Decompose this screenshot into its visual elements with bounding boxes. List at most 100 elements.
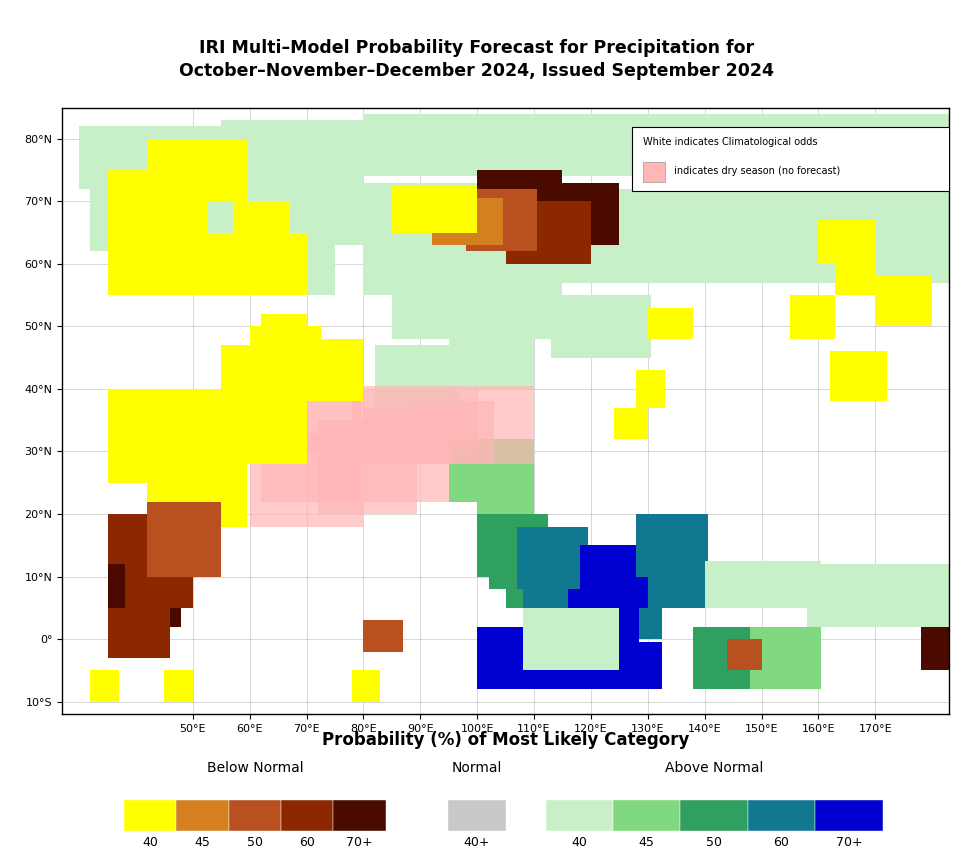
Bar [517, 558, 531, 573]
Bar [534, 251, 548, 267]
Bar [150, 201, 164, 217]
Bar [278, 433, 292, 449]
Bar [476, 514, 491, 530]
Bar [732, 236, 746, 251]
Bar [380, 449, 395, 464]
Bar [821, 173, 835, 189]
Bar [920, 220, 934, 236]
Bar [247, 236, 261, 251]
Bar [749, 173, 763, 189]
Bar [577, 589, 590, 604]
Bar [275, 424, 289, 439]
Bar [178, 232, 193, 248]
Bar [891, 205, 905, 220]
Bar [278, 480, 292, 495]
Bar [650, 545, 664, 561]
Bar [491, 357, 505, 374]
Bar [616, 654, 630, 671]
Bar [505, 514, 519, 530]
Bar [505, 514, 519, 530]
Bar [559, 654, 574, 671]
Bar [292, 232, 306, 248]
Bar [190, 236, 204, 251]
Bar [278, 183, 292, 198]
Bar [190, 205, 204, 220]
Bar [175, 205, 190, 220]
Bar [491, 292, 505, 307]
Bar [590, 251, 604, 267]
Bar [502, 542, 517, 558]
Bar [207, 389, 221, 405]
Bar [874, 236, 888, 251]
Bar [264, 167, 278, 183]
Bar [891, 173, 905, 189]
Bar [803, 146, 818, 161]
Bar [363, 408, 377, 424]
Bar [534, 232, 548, 248]
Bar [406, 161, 420, 177]
Bar [406, 292, 420, 307]
Bar [221, 433, 235, 449]
Bar [233, 480, 247, 495]
Bar [604, 146, 618, 161]
Bar [434, 217, 448, 232]
Bar [335, 230, 349, 245]
Bar [207, 127, 221, 142]
Bar [789, 161, 803, 177]
Bar [476, 292, 491, 307]
Bar [317, 468, 332, 483]
Bar [389, 392, 403, 408]
Bar [559, 573, 574, 589]
Bar [829, 351, 885, 401]
Bar [519, 530, 534, 545]
Bar [420, 201, 434, 217]
Bar [135, 436, 150, 451]
Bar [534, 604, 548, 620]
Bar [292, 495, 306, 511]
Bar [207, 280, 221, 295]
Bar [409, 401, 423, 417]
Bar [207, 158, 221, 173]
Bar [377, 248, 392, 264]
Bar [292, 511, 306, 527]
Bar [537, 608, 551, 623]
Bar [395, 417, 409, 433]
Bar [693, 530, 707, 545]
Text: Above Normal: Above Normal [664, 761, 762, 775]
Bar [250, 374, 264, 389]
Bar [235, 183, 250, 198]
Bar [190, 189, 204, 205]
Bar [604, 673, 618, 689]
Bar [233, 173, 247, 189]
Bar [508, 236, 522, 251]
Bar [621, 561, 636, 577]
Bar [233, 464, 247, 480]
Bar [164, 142, 178, 158]
Bar [636, 561, 650, 577]
Bar [517, 573, 531, 589]
Bar [264, 374, 278, 389]
Bar [204, 480, 218, 495]
Bar [377, 424, 392, 439]
Bar [474, 230, 488, 245]
Bar [636, 530, 650, 545]
Bar [275, 486, 289, 501]
Bar [122, 451, 135, 468]
Bar [534, 530, 548, 545]
Bar [874, 579, 888, 595]
Bar [122, 170, 135, 186]
Bar [161, 220, 175, 236]
Bar [221, 198, 235, 214]
Bar [193, 280, 207, 295]
Bar [218, 464, 233, 480]
Bar [505, 486, 519, 501]
Bar [434, 198, 448, 214]
Bar [574, 573, 587, 589]
Bar [661, 205, 676, 220]
Bar [647, 561, 661, 577]
Bar [565, 326, 578, 342]
Bar [806, 658, 821, 673]
Bar [832, 220, 846, 236]
Bar [832, 236, 846, 251]
Bar [360, 451, 375, 468]
